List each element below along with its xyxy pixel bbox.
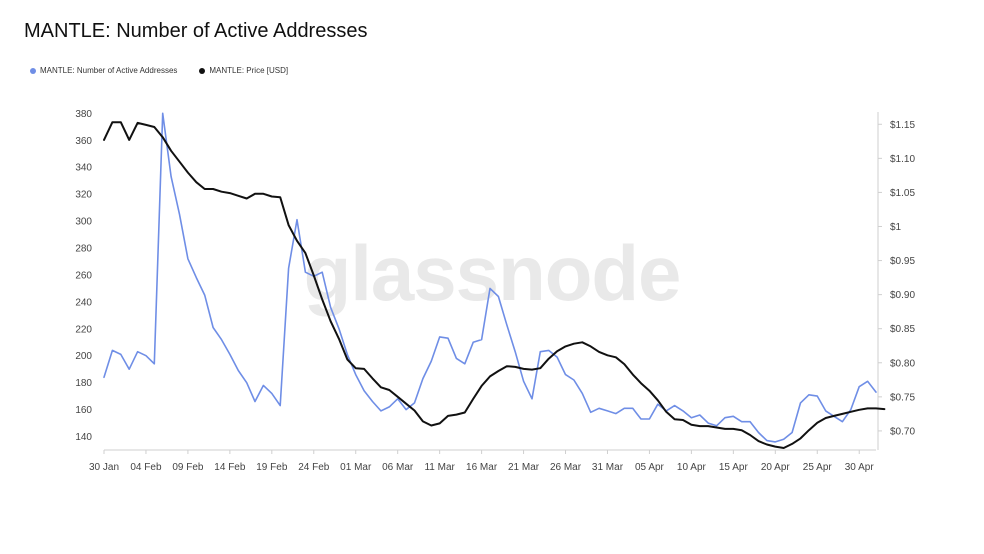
y-left-tick-label: 280 bbox=[75, 244, 92, 255]
y-right-tick-label: $0.95 bbox=[890, 256, 915, 267]
legend-dot-price bbox=[199, 67, 206, 74]
x-tick-label: 21 Mar bbox=[508, 462, 540, 473]
x-tick-label: 10 Apr bbox=[677, 462, 707, 473]
y-axis-right: $0.70 $0.75 $0.80 $0.85 $0.90 $0.95 $1 $1.05 $1.… bbox=[877, 112, 915, 450]
y-right-tick-label: $1.10 bbox=[890, 154, 915, 165]
chart-title: MANTLE: Number of Active Addresses bbox=[24, 20, 368, 42]
x-tick-label: 25 Apr bbox=[803, 462, 833, 473]
y-left-tick-label: 260 bbox=[75, 270, 92, 281]
legend-item-price[interactable]: MANTLE: Price [USD] bbox=[199, 66, 288, 75]
y-left-tick-label: 340 bbox=[75, 163, 92, 174]
x-tick-label: 19 Feb bbox=[256, 462, 288, 473]
series-layer bbox=[103, 112, 886, 449]
x-tick-label: 20 Apr bbox=[761, 462, 791, 473]
x-tick-label: 24 Feb bbox=[298, 462, 330, 473]
y-left-tick-label: 300 bbox=[75, 217, 92, 228]
legend: MANTLE: Number of Active Addresses MANTL… bbox=[30, 66, 288, 75]
series-line-price[interactable] bbox=[103, 121, 886, 449]
x-tick-label: 06 Mar bbox=[382, 462, 414, 473]
y-right-tick-label: $0.80 bbox=[890, 358, 915, 369]
x-tick-label: 30 Jan bbox=[89, 462, 119, 473]
x-tick-label: 31 Mar bbox=[592, 462, 624, 473]
legend-item-active-addresses[interactable]: MANTLE: Number of Active Addresses bbox=[30, 66, 177, 75]
y-left-tick-label: 360 bbox=[75, 136, 92, 147]
x-tick-label: 05 Apr bbox=[635, 462, 665, 473]
x-tick-label: 11 Mar bbox=[424, 462, 455, 473]
x-tick-label: 16 Mar bbox=[466, 462, 498, 473]
x-tick-label: 15 Apr bbox=[719, 462, 749, 473]
y-left-tick-label: 200 bbox=[75, 351, 92, 362]
x-tick-label: 30 Apr bbox=[845, 462, 875, 473]
y-left-tick-label: 240 bbox=[75, 297, 92, 308]
x-tick-label: 01 Mar bbox=[340, 462, 372, 473]
x-tick-label: 14 Feb bbox=[214, 462, 246, 473]
y-left-tick-label: 180 bbox=[75, 378, 92, 389]
legend-label-price: MANTLE: Price [USD] bbox=[209, 66, 289, 75]
y-left-tick-label: 380 bbox=[75, 109, 92, 120]
y-right-tick-label: $1.05 bbox=[890, 188, 915, 199]
y-left-tick-label: 140 bbox=[75, 432, 92, 443]
y-right-tick-label: $0.85 bbox=[890, 324, 915, 335]
watermark: glassnode bbox=[304, 229, 681, 317]
x-tick-label: 09 Feb bbox=[172, 462, 204, 473]
y-right-tick-label: $0.75 bbox=[890, 392, 915, 403]
y-right-tick-label: $1 bbox=[890, 222, 902, 233]
legend-label-active-addresses: MANTLE: Number of Active Addresses bbox=[40, 66, 178, 75]
y-left-tick-label: 160 bbox=[75, 405, 92, 416]
y-right-tick-label: $0.90 bbox=[890, 290, 915, 301]
y-right-tick-label: $1.15 bbox=[890, 120, 915, 131]
y-left-tick-label: 320 bbox=[75, 190, 92, 201]
x-tick-label: 04 Feb bbox=[130, 462, 162, 473]
y-left-tick-label: 220 bbox=[75, 324, 92, 335]
y-axis-left: 140 160 180 200 220 240 260 280 300 320 340 360 380 bbox=[75, 109, 92, 443]
y-right-tick-label: $0.70 bbox=[890, 426, 915, 437]
legend-dot-active-addresses bbox=[30, 67, 36, 74]
x-tick-label: 26 Mar bbox=[550, 462, 582, 473]
series-line-active-addresses[interactable] bbox=[103, 112, 877, 443]
x-axis: 30 Jan 04 Feb 09 Feb 14 Feb 19 Feb 24 Feb 01 M… bbox=[89, 449, 876, 473]
